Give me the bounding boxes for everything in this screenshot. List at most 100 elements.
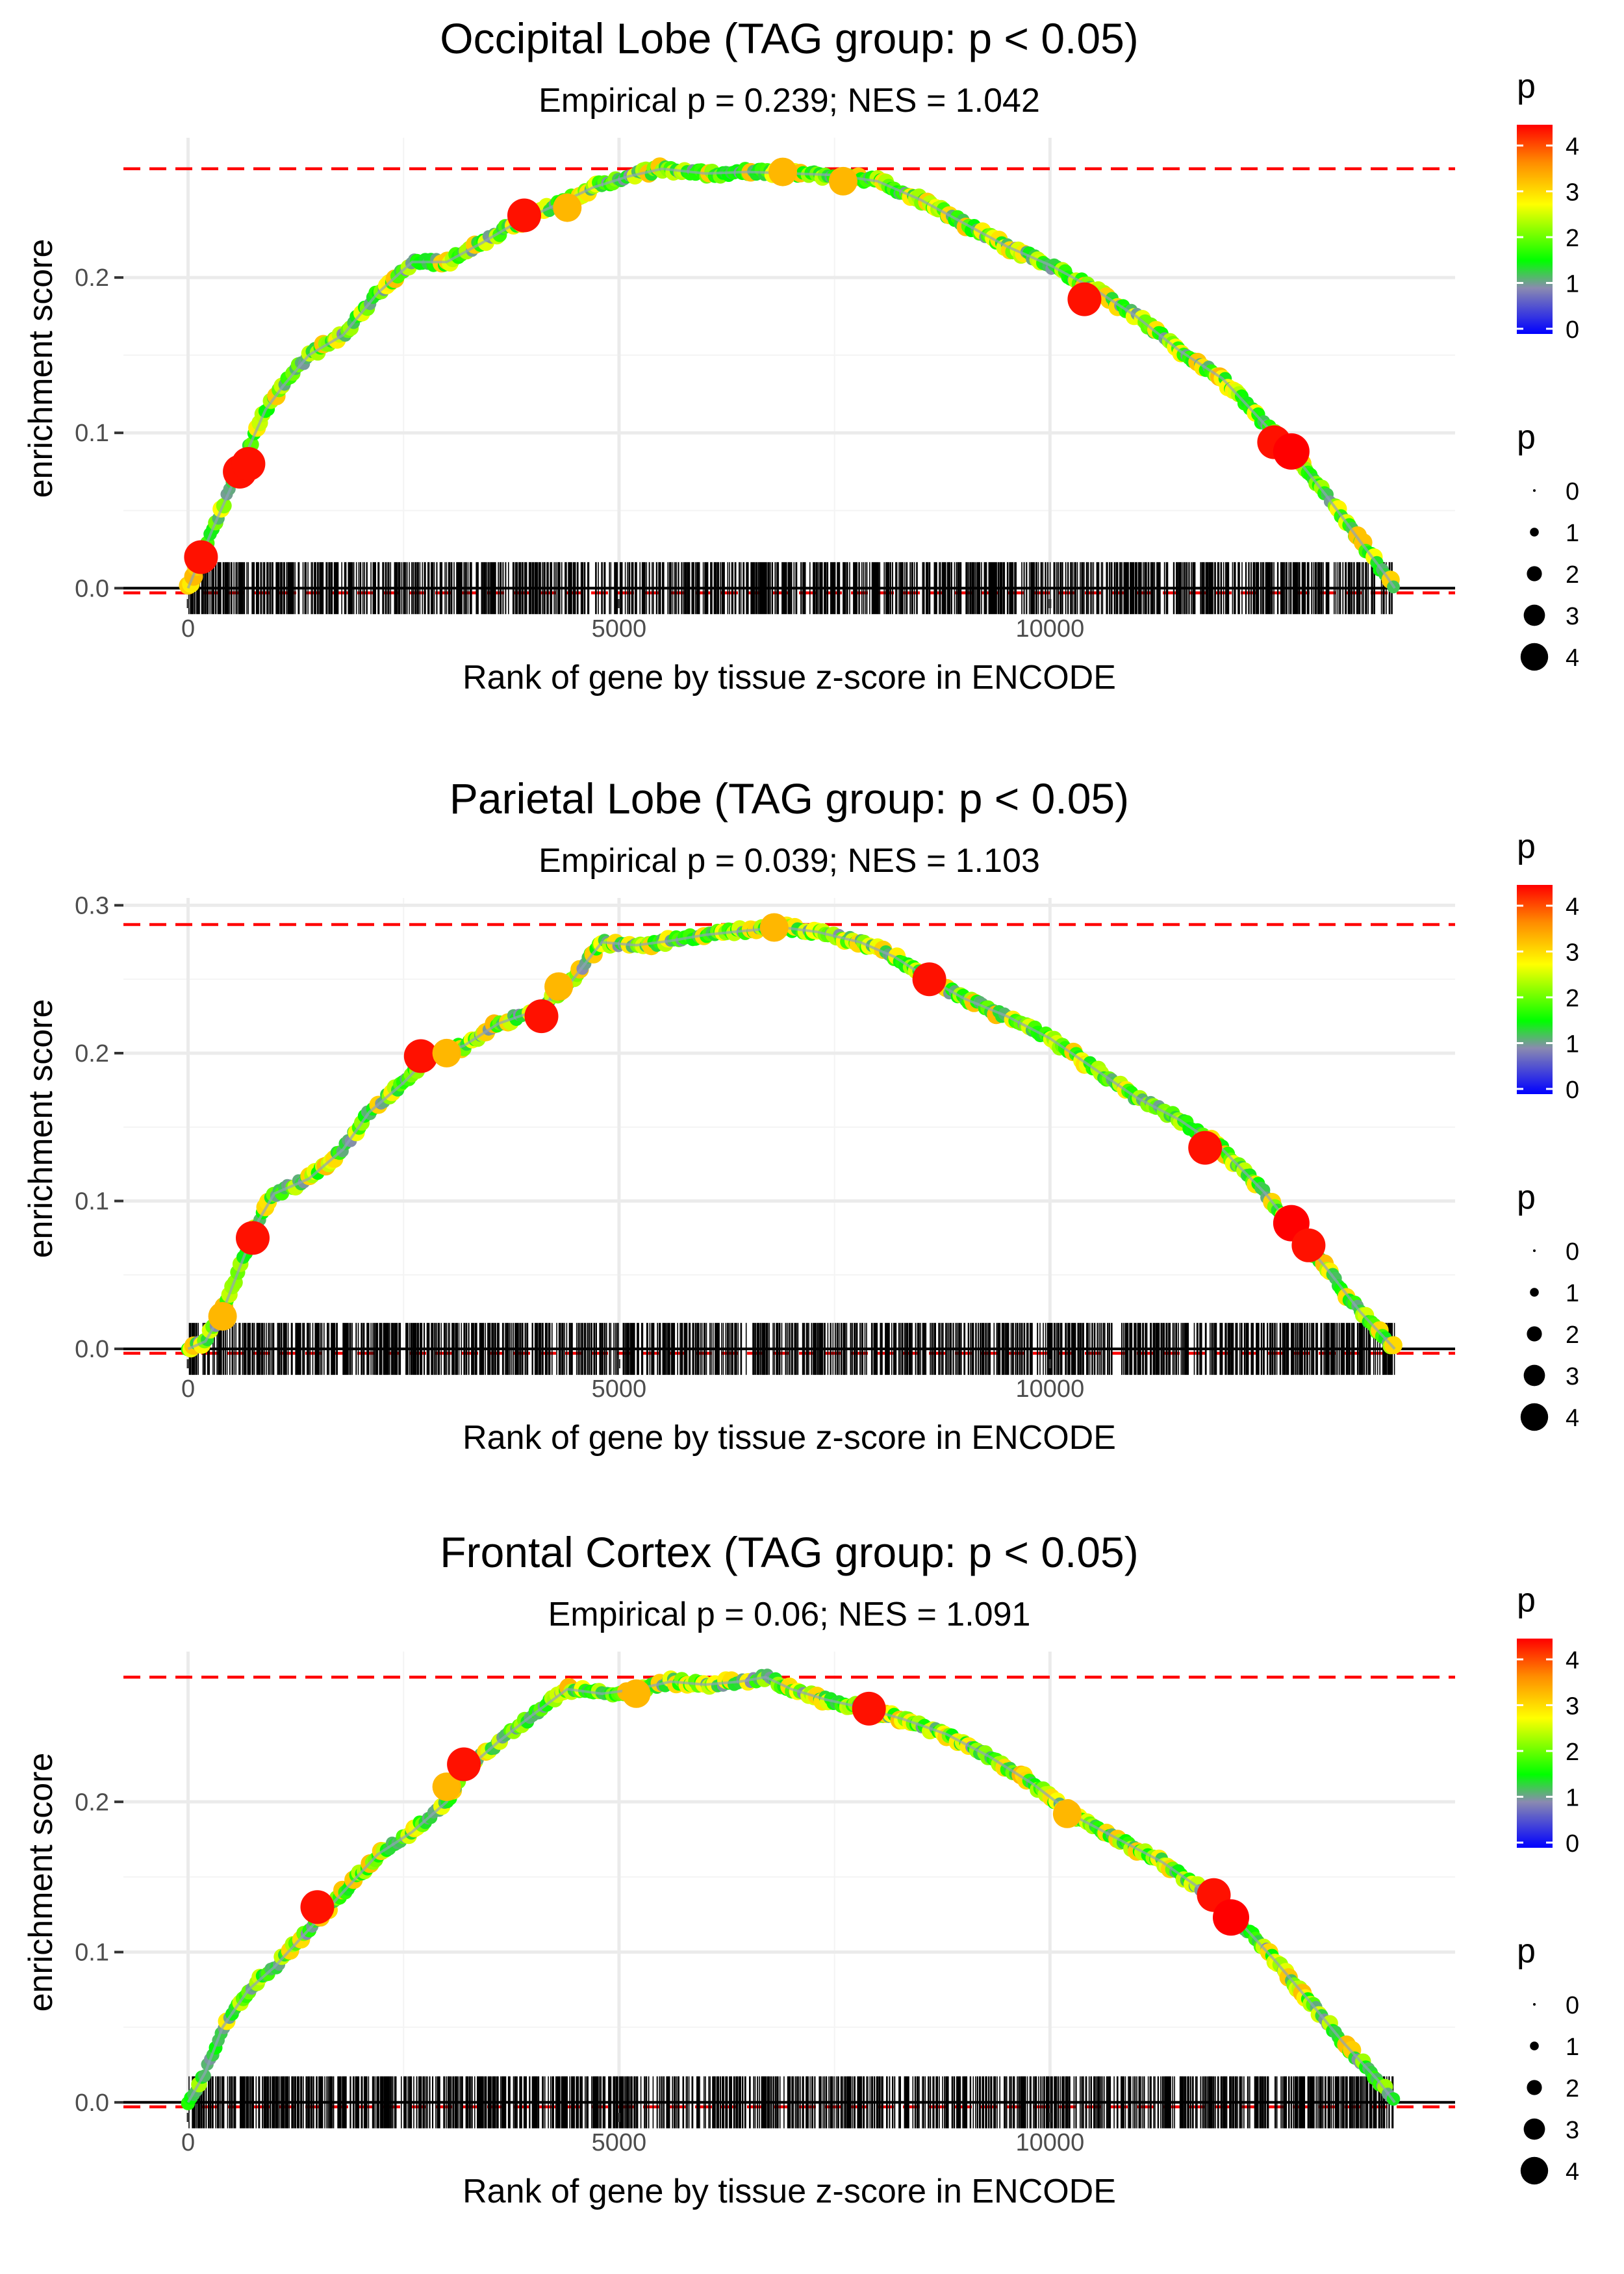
size-legend-dot: [1520, 1403, 1549, 1431]
significant-point: [524, 999, 559, 1034]
size-legend-dot: [1523, 1364, 1545, 1386]
colorbar-tick-label: 2: [1566, 1739, 1579, 1766]
significant-point: [403, 1039, 438, 1073]
colorbar-tick-label: 3: [1566, 1693, 1579, 1720]
size-legend-dot: [1523, 2118, 1545, 2140]
chart-title: Occipital Lobe (TAG group: p < 0.05): [440, 14, 1139, 62]
size-legend-dot: [1520, 2156, 1549, 2185]
x-tick-label: 0: [181, 1375, 195, 1403]
colorbar-tick-label: 4: [1566, 893, 1579, 921]
colorbar: [1517, 885, 1553, 1094]
significant-point: [1213, 1899, 1249, 1936]
significant-point: [231, 447, 266, 481]
size-legend-label: 0: [1566, 1992, 1579, 2019]
size-legend-label: 0: [1566, 478, 1579, 505]
colorbar-tick-label: 1: [1566, 1785, 1579, 1812]
colorbar-tick-label: 2: [1566, 225, 1579, 252]
colorbar-legend-title: p: [1517, 68, 1536, 105]
y-tick-label: 0.1: [75, 1188, 109, 1216]
significant-point: [1067, 282, 1102, 316]
chart-subtitle: Empirical p = 0.239; NES = 1.042: [539, 82, 1040, 120]
size-legend-title: p: [1517, 1179, 1536, 1216]
enrichment-curve: [187, 926, 1396, 1350]
significant-point: [912, 962, 946, 997]
size-legend-label: 1: [1566, 2034, 1579, 2061]
colorbar-tick-label: 0: [1566, 316, 1579, 344]
y-tick-label: 0.1: [75, 420, 109, 447]
size-legend-dot: [1523, 604, 1545, 626]
colorbar-legend-title: p: [1517, 828, 1536, 865]
enrichment-points: [181, 916, 1402, 1358]
significant-point: [432, 1038, 461, 1067]
y-axis-label: enrichment score: [22, 1753, 60, 2012]
significant-point: [759, 913, 789, 942]
chart-subtitle: Empirical p = 0.039; NES = 1.103: [539, 842, 1040, 880]
significant-point: [236, 1221, 270, 1255]
y-tick-label: 0.3: [75, 892, 109, 919]
colorbar-tick-label: 2: [1566, 985, 1579, 1012]
colorbar-tick-label: 1: [1566, 271, 1579, 298]
chart-panel-3: 0.0 0.1 0.2 0 5000 10000 Frontal Cortex (TAG g…: [22, 1528, 1579, 2210]
size-legend-dot: [1530, 528, 1539, 537]
y-tick-label: 0.1: [75, 1939, 109, 1967]
x-tick-label: 0: [181, 2129, 195, 2156]
significant-point: [768, 157, 797, 186]
colorbar-tick-label: 0: [1566, 1830, 1579, 1858]
x-tick-label: 10000: [1016, 1375, 1085, 1403]
size-legend-dot: [1533, 489, 1536, 492]
colorbar-tick-label: 4: [1566, 133, 1579, 160]
x-tick-label: 5000: [592, 2129, 647, 2156]
x-tick-label: 5000: [592, 1375, 647, 1403]
size-legend-dot: [1527, 2080, 1542, 2095]
y-tick-label: 0.2: [75, 1040, 109, 1067]
significant-point: [1188, 1131, 1223, 1165]
size-legend-label: 3: [1566, 603, 1579, 630]
size-legend-dot: [1520, 643, 1549, 671]
chart-title: Parietal Lobe (TAG group: p < 0.05): [450, 774, 1129, 823]
y-tick-label: 0.2: [75, 264, 109, 292]
significant-point: [1052, 1799, 1082, 1828]
colorbar-tick-label: 1: [1566, 1031, 1579, 1058]
size-legend-label: 4: [1566, 645, 1579, 672]
significant-point: [828, 166, 857, 196]
size-legend-label: 1: [1566, 1280, 1579, 1307]
colorbar-tick-label: 3: [1566, 939, 1579, 967]
colorbar-tick-label: 3: [1566, 179, 1579, 207]
significant-point: [544, 972, 574, 1001]
size-legend-label: 0: [1566, 1238, 1579, 1266]
size-legend-dot: [1527, 566, 1542, 581]
chart-panel-1: 0.0 0.1 0.2 0 5000 10000 Occipital Lobe (TAG g…: [22, 14, 1579, 696]
colorbar: [1517, 1639, 1553, 1848]
significant-point: [553, 193, 582, 222]
size-legend-label: 3: [1566, 1363, 1579, 1390]
significant-point: [507, 198, 541, 233]
x-tick-label: 0: [181, 615, 195, 643]
enrichment-point: [1384, 1336, 1402, 1355]
chart-title: Frontal Cortex (TAG group: p < 0.05): [440, 1528, 1138, 1576]
size-legend-title: p: [1517, 418, 1536, 456]
size-legend-label: 2: [1566, 561, 1579, 589]
significant-point: [1291, 1228, 1326, 1262]
size-legend-title: p: [1517, 1932, 1536, 1970]
significant-point: [208, 1302, 237, 1331]
colorbar-legend-title: p: [1517, 1581, 1536, 1619]
significant-point: [852, 1691, 886, 1726]
x-axis-label: Rank of gene by tissue z-score in ENCODE: [463, 2173, 1116, 2210]
significant-point: [184, 540, 218, 574]
size-legend-dot: [1527, 1326, 1542, 1342]
size-legend-label: 2: [1566, 1322, 1579, 1349]
significant-point: [300, 1890, 335, 1924]
size-legend-dot: [1530, 2041, 1539, 2050]
x-axis-label: Rank of gene by tissue z-score in ENCODE: [463, 659, 1116, 696]
y-axis-label: enrichment score: [22, 999, 60, 1258]
size-legend-dot: [1530, 1288, 1539, 1297]
y-tick-label: 0.0: [75, 1336, 109, 1363]
size-legend-label: 4: [1566, 1405, 1579, 1432]
colorbar-tick-label: 4: [1566, 1647, 1579, 1674]
size-legend-label: 3: [1566, 2117, 1579, 2144]
size-legend-dot: [1533, 1249, 1536, 1252]
y-axis-label: enrichment score: [22, 239, 60, 498]
chart-panel-2: 0.0 0.1 0.2 0.3 0 5000 10000 Parietal Lobe (TAG…: [22, 774, 1579, 1457]
y-tick-label: 0.2: [75, 1789, 109, 1816]
